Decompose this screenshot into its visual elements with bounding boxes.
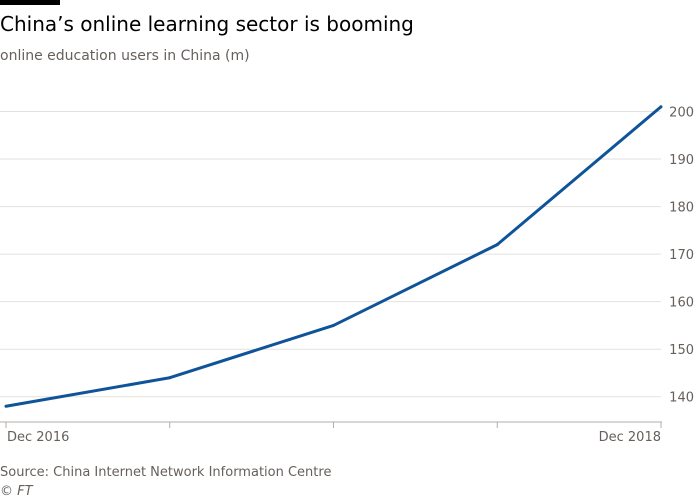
y-axis-tick-labels: 140 150 160 170 180 190 200	[669, 106, 694, 406]
y-tick-label-200: 200	[669, 106, 694, 121]
x-axis: Dec 2016 Dec 2018	[0, 421, 662, 445]
chart-title: China’s online learning sector is boomin…	[0, 12, 414, 36]
data-point-1	[168, 376, 172, 380]
data-point-0	[4, 404, 8, 408]
series-layer	[4, 105, 663, 408]
x-tick-label-4: Dec 2018	[599, 430, 661, 445]
data-point-3	[495, 243, 499, 247]
data-point-2	[332, 323, 335, 327]
x-tick-label-0: Dec 2016	[7, 430, 69, 445]
chart-subtitle: online education users in China (m)	[0, 48, 250, 64]
copyright-credit: © FT	[0, 484, 33, 499]
brand-bar	[0, 0, 60, 5]
data-point-4	[659, 105, 663, 109]
source-note: Source: China Internet Network Informati…	[0, 465, 332, 480]
y-tick-label-170: 170	[669, 248, 694, 263]
y-tick-label-160: 160	[669, 296, 694, 311]
y-tick-label-180: 180	[669, 201, 694, 216]
y-tick-label-140: 140	[669, 391, 694, 406]
y-tick-label-190: 190	[669, 153, 694, 168]
grid-lines	[0, 111, 661, 398]
y-tick-label-150: 150	[669, 343, 694, 358]
series-line-0	[5, 105, 662, 408]
